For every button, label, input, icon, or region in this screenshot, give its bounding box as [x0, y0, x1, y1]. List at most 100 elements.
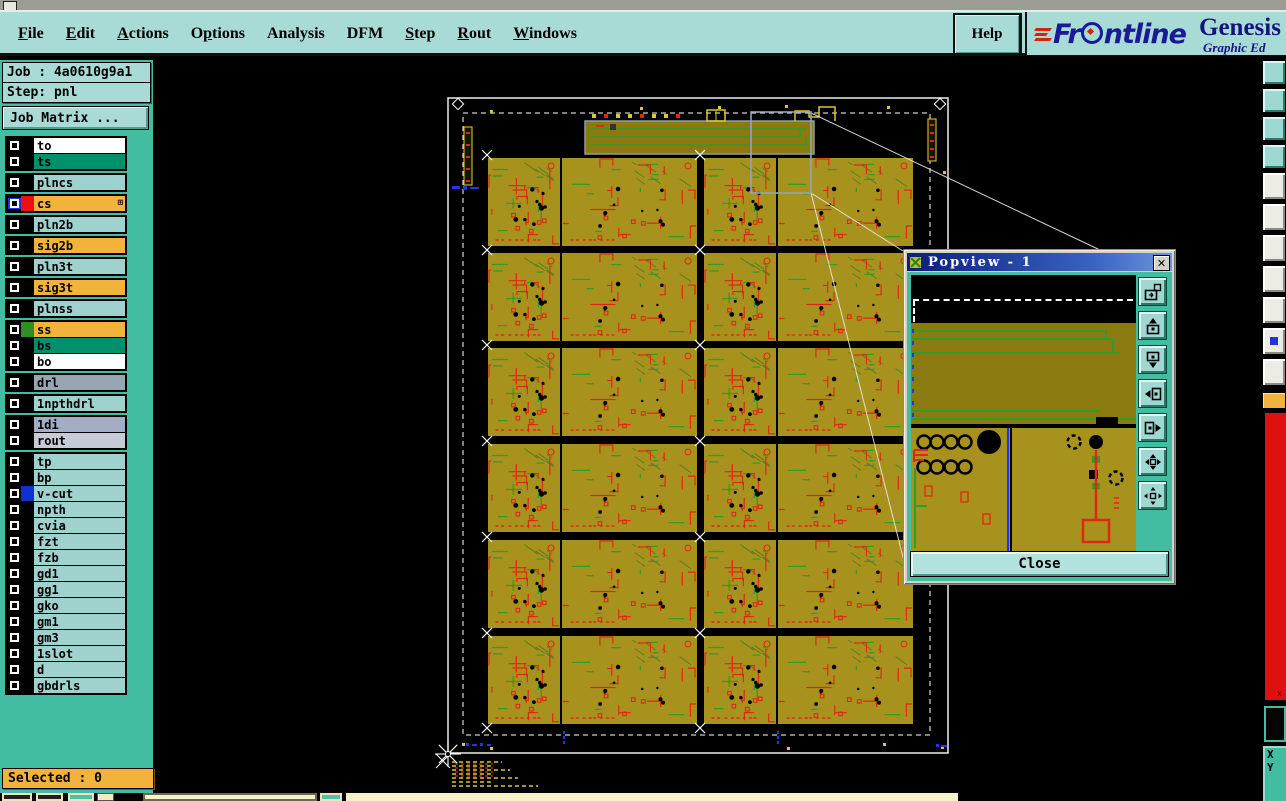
pan-left-button[interactable]: [1138, 379, 1167, 408]
layer-row-gko[interactable]: gko: [7, 597, 125, 613]
layer-checkbox[interactable]: [8, 303, 21, 314]
layer-checkbox[interactable]: [8, 488, 21, 499]
layer-checkbox[interactable]: [8, 282, 21, 293]
layer-name[interactable]: to: [34, 138, 125, 153]
center-view-button[interactable]: [1138, 481, 1167, 510]
layer-row-1npthdrl[interactable]: 1npthdrl: [7, 396, 125, 411]
layer-checkbox[interactable]: [8, 377, 21, 388]
layer-name[interactable]: 1slot: [34, 646, 125, 661]
menu-item-dfm[interactable]: DFM: [346, 24, 384, 42]
layer-name[interactable]: sig3t: [34, 280, 125, 295]
layer-checkbox[interactable]: [8, 584, 21, 595]
layer-row-d[interactable]: d: [7, 661, 125, 677]
layer-name[interactable]: ss: [34, 322, 125, 337]
layer-name[interactable]: drl: [34, 375, 125, 390]
layer-row-pln3t[interactable]: pln3t: [7, 259, 125, 274]
layer-name[interactable]: sig2b: [34, 238, 125, 253]
layer-name[interactable]: rout: [34, 433, 125, 448]
layer-row-fzt[interactable]: fzt: [7, 533, 125, 549]
layer-checkbox[interactable]: [8, 552, 21, 563]
layer-row-bs[interactable]: bs: [7, 337, 125, 353]
layer-checkbox[interactable]: [8, 261, 21, 272]
layer-row-gm3[interactable]: gm3: [7, 629, 125, 645]
menu-item-options[interactable]: Options: [190, 24, 245, 42]
menu-item-step[interactable]: Step: [405, 24, 436, 42]
layer-row-to[interactable]: to: [7, 138, 125, 153]
popout-button[interactable]: [1138, 277, 1167, 306]
layer-checkbox[interactable]: [8, 398, 21, 409]
layer-row-fzb[interactable]: fzb: [7, 549, 125, 565]
layer-name[interactable]: ts: [34, 154, 125, 169]
layer-row-gg1[interactable]: gg1: [7, 581, 125, 597]
layer-row-plncs[interactable]: plncs: [7, 175, 125, 190]
expand-view-button[interactable]: [1138, 447, 1167, 476]
layer-checkbox[interactable]: [8, 680, 21, 691]
menu-item-analysis[interactable]: Analysis: [266, 24, 325, 42]
layer-checkbox[interactable]: [8, 324, 21, 335]
layer-name[interactable]: gm3: [34, 630, 125, 645]
layer-name[interactable]: 1di: [34, 417, 125, 432]
side-tool-button[interactable]: [1262, 172, 1286, 200]
layer-row-sig3t[interactable]: sig3t: [7, 280, 125, 295]
layer-row-1di[interactable]: 1di: [7, 417, 125, 432]
bottom-bar-widget[interactable]: [2, 793, 32, 801]
job-matrix-button[interactable]: Job Matrix ...: [2, 106, 149, 130]
layer-name[interactable]: gko: [34, 598, 125, 613]
layer-checkbox[interactable]: [8, 419, 21, 430]
layer-name[interactable]: gm1: [34, 614, 125, 629]
layer-row-rout[interactable]: rout: [7, 432, 125, 448]
layer-name[interactable]: bo: [34, 354, 125, 369]
layer-name[interactable]: 1npthdrl: [34, 396, 125, 411]
layer-name[interactable]: v-cut: [34, 486, 125, 501]
layer-checkbox[interactable]: [8, 356, 21, 367]
layer-checkbox[interactable]: [8, 177, 21, 188]
layer-checkbox[interactable]: [8, 568, 21, 579]
layer-row-ts[interactable]: ts: [7, 153, 125, 169]
layer-row-cvia[interactable]: cvia: [7, 517, 125, 533]
layer-name[interactable]: fzt: [34, 534, 125, 549]
layer-row-1slot[interactable]: 1slot: [7, 645, 125, 661]
layer-row-cs[interactable]: cs ⊞: [7, 196, 125, 211]
layer-checkbox[interactable]: [8, 664, 21, 675]
layer-checkbox[interactable]: [8, 140, 21, 151]
layer-checkbox[interactable]: [8, 240, 21, 251]
layer-row-plnss[interactable]: plnss: [7, 301, 125, 316]
bottom-bar-widget[interactable]: [68, 793, 94, 801]
layer-row-gm1[interactable]: gm1: [7, 613, 125, 629]
bottom-bar-widget[interactable]: [36, 793, 63, 801]
layer-name[interactable]: cvia: [34, 518, 125, 533]
pan-up-button[interactable]: [1138, 311, 1167, 340]
layer-checkbox[interactable]: [8, 198, 21, 209]
layer-checkbox[interactable]: [8, 520, 21, 531]
layer-name[interactable]: pln3t: [34, 259, 125, 274]
layer-row-bp[interactable]: bp: [7, 469, 125, 485]
popview-close-button[interactable]: Close: [910, 551, 1169, 577]
layer-name[interactable]: gd1: [34, 566, 125, 581]
bottom-bar-widget[interactable]: [346, 793, 958, 801]
layer-row-drl[interactable]: drl: [7, 375, 125, 390]
layer-checkbox[interactable]: [8, 472, 21, 483]
layer-row-gbdrls[interactable]: gbdrls: [7, 677, 125, 693]
menu-item-edit[interactable]: Edit: [65, 24, 96, 42]
layer-name[interactable]: tp: [34, 454, 125, 469]
layer-name[interactable]: bp: [34, 470, 125, 485]
layer-checkbox[interactable]: [8, 536, 21, 547]
bottom-bar-widget[interactable]: [97, 793, 114, 801]
layer-row-bo[interactable]: bo: [7, 353, 125, 369]
bottom-bar-widget[interactable]: [143, 793, 317, 801]
side-tool-button[interactable]: [1262, 234, 1286, 262]
layer-name[interactable]: npth: [34, 502, 125, 517]
layer-name[interactable]: bs: [34, 338, 125, 353]
layer-checkbox[interactable]: [8, 600, 21, 611]
menu-item-file[interactable]: File: [18, 24, 44, 42]
layer-row-sig2b[interactable]: sig2b: [7, 238, 125, 253]
side-tool-button[interactable]: [1262, 144, 1286, 169]
popview-titlebar[interactable]: Popview - 1 ✕: [907, 253, 1172, 271]
layer-name[interactable]: fzb: [34, 550, 125, 565]
layer-name[interactable]: gbdrls: [34, 678, 125, 693]
layer-name[interactable]: pln2b: [34, 217, 125, 232]
layer-row-gd1[interactable]: gd1: [7, 565, 125, 581]
layer-name[interactable]: d: [34, 662, 125, 677]
layer-checkbox[interactable]: [8, 456, 21, 467]
layer-checkbox[interactable]: [8, 648, 21, 659]
